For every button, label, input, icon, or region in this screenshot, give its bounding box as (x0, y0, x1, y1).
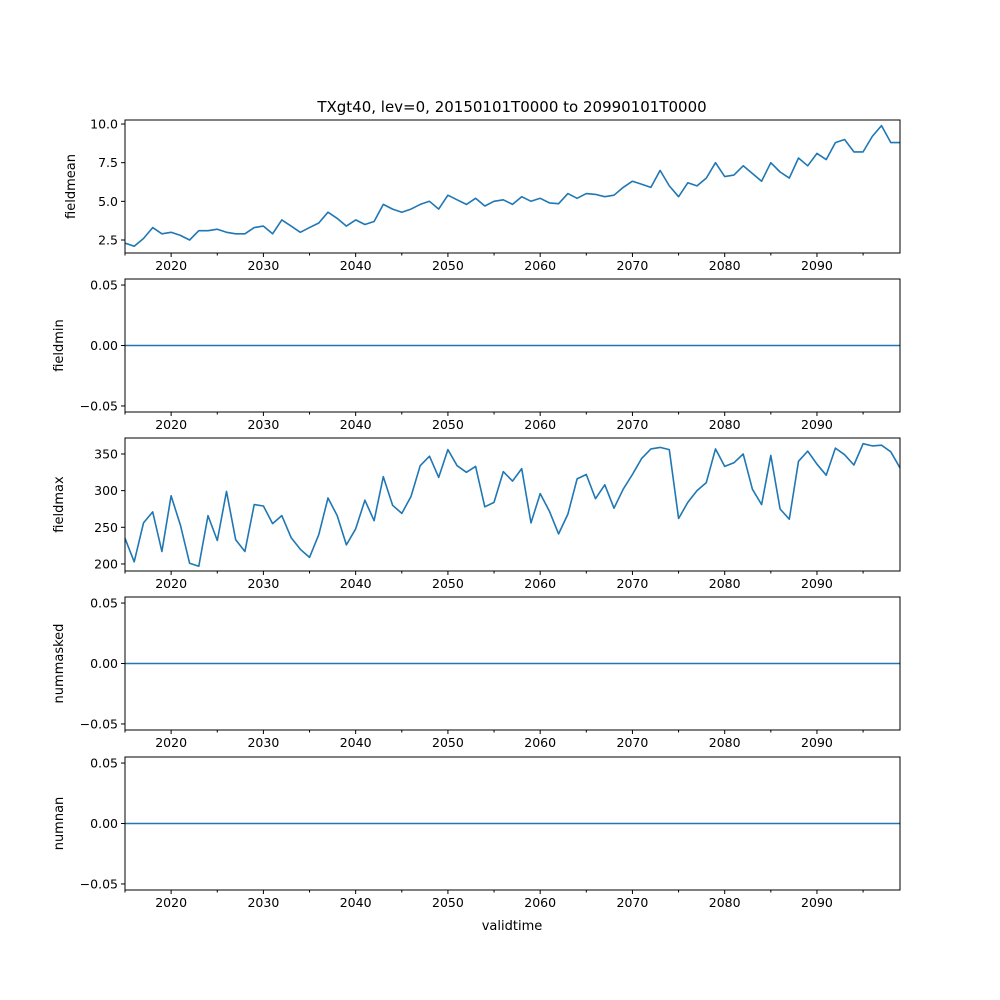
x-tick-label: 2040 (340, 417, 372, 432)
y-tick-label: −0.05 (80, 398, 118, 413)
x-tick-label: 2070 (617, 735, 649, 750)
chart-title: TXgt40, lev=0, 20150101T0000 to 20990101… (316, 98, 706, 116)
y-tick-label: 200 (94, 556, 118, 571)
x-tick-label: 2040 (340, 895, 372, 910)
x-tick-label: 2090 (801, 576, 833, 591)
x-tick-label: 2090 (801, 895, 833, 910)
x-tick-label: 2060 (524, 895, 556, 910)
y-tick-label: 300 (94, 483, 118, 498)
y-axis-label: numnan (52, 797, 67, 851)
y-tick-label: 250 (94, 520, 118, 535)
x-tick-label: 2030 (247, 576, 279, 591)
x-tick-label: 2080 (709, 895, 741, 910)
x-tick-label: 2070 (617, 576, 649, 591)
subplot-numnan: −0.05 0.00 0.05 numnan 2020 2030 2040 2050 2060 2… (52, 756, 901, 910)
x-tick-label: 2080 (709, 258, 741, 273)
x-tick-label: 2060 (524, 258, 556, 273)
x-tick-label: 2090 (801, 258, 833, 273)
x-tick-label: 2090 (801, 417, 833, 432)
y-axis-label: fieldmean (64, 154, 79, 219)
x-tick-label: 2020 (155, 576, 187, 591)
x-tick-label: 2090 (801, 735, 833, 750)
x-tick-label: 2020 (155, 895, 187, 910)
y-tick-label: 10.0 (90, 117, 118, 132)
x-tick-label: 2080 (709, 735, 741, 750)
x-tick-label: 2070 (617, 895, 649, 910)
x-tick-label: 2060 (524, 576, 556, 591)
y-tick-label: −0.05 (80, 716, 118, 731)
x-tick-label: 2050 (432, 258, 464, 273)
y-tick-label: 0.05 (90, 756, 118, 771)
x-tick-label: 2050 (432, 576, 464, 591)
y-axis-label: nummasked (52, 624, 67, 704)
x-tick-label: 2030 (247, 895, 279, 910)
x-tick-label: 2070 (617, 258, 649, 273)
y-tick-label: 0.00 (90, 656, 118, 671)
y-tick-label: 0.00 (90, 816, 118, 831)
x-tick-label: 2020 (155, 735, 187, 750)
axes-frame (124, 437, 901, 572)
series-line-fieldmean (124, 124, 900, 247)
y-tick-label: 0.05 (90, 278, 118, 293)
y-axis-label: fieldmax (52, 476, 67, 533)
x-tick-label: 2060 (524, 417, 556, 432)
x-tick-label: 2030 (247, 417, 279, 432)
x-tick-label: 2030 (247, 258, 279, 273)
x-tick-label: 2040 (340, 258, 372, 273)
x-tick-label: 2020 (155, 258, 187, 273)
x-tick-label: 2040 (340, 735, 372, 750)
y-tick-label: 2.5 (98, 233, 118, 248)
x-tick-label: 2080 (709, 576, 741, 591)
x-tick-label: 2050 (432, 735, 464, 750)
y-tick-label: 350 (94, 446, 118, 461)
series-line-fieldmax (124, 442, 901, 568)
subplot-fieldmax: 200 250 300 350 fieldmax 2020 2030 2040 2050 2060… (52, 437, 901, 591)
x-axis-label: validtime (482, 919, 543, 934)
y-tick-label: −0.05 (80, 876, 118, 891)
axes-frame (124, 119, 901, 254)
x-tick-label: 2040 (340, 576, 372, 591)
x-tick-label: 2060 (524, 735, 556, 750)
x-tick-label: 2050 (432, 895, 464, 910)
y-tick-label: 0.00 (90, 338, 118, 353)
x-tick-label: 2080 (709, 417, 741, 432)
x-tick-label: 2070 (617, 417, 649, 432)
subplot-nummasked: −0.05 0.00 0.05 nummasked 2020 2030 2040 2050 20… (52, 596, 901, 750)
y-tick-label: 5.0 (98, 194, 118, 209)
x-tick-label: 2050 (432, 417, 464, 432)
subplot-fieldmin: −0.05 0.00 0.05 fieldmin 2020 2030 2040 2050 206… (52, 278, 901, 432)
x-tick-label: 2030 (247, 735, 279, 750)
subplot-fieldmean: 2.5 5.0 7.5 10.0 fieldmean 2020 2030 2040 2050 20… (64, 117, 901, 273)
y-tick-label: 0.05 (90, 596, 118, 611)
x-tick-label: 2020 (155, 417, 187, 432)
y-tick-label: 7.5 (98, 155, 118, 170)
y-axis-label: fieldmin (52, 319, 67, 372)
